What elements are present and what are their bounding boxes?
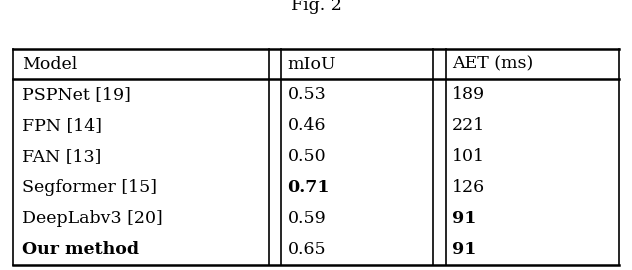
Text: AET (ms): AET (ms) (452, 56, 533, 73)
Text: 0.53: 0.53 (288, 86, 326, 103)
Text: 189: 189 (452, 86, 485, 103)
Text: 221: 221 (452, 117, 485, 134)
Text: mIoU: mIoU (288, 56, 336, 73)
Text: 0.50: 0.50 (288, 148, 326, 165)
Text: 101: 101 (452, 148, 485, 165)
Text: 0.65: 0.65 (288, 241, 326, 258)
Text: PSPNet [19]: PSPNet [19] (22, 86, 131, 103)
Text: 126: 126 (452, 179, 485, 196)
Text: DeepLabv3 [20]: DeepLabv3 [20] (22, 210, 163, 227)
Text: Model: Model (22, 56, 77, 73)
Text: FPN [14]: FPN [14] (22, 117, 102, 134)
Text: 0.46: 0.46 (288, 117, 326, 134)
Text: 0.59: 0.59 (288, 210, 326, 227)
Text: Our method: Our method (22, 241, 139, 258)
Text: 91: 91 (452, 241, 477, 258)
Text: 91: 91 (452, 210, 477, 227)
Text: 0.71: 0.71 (288, 179, 330, 196)
Text: FAN [13]: FAN [13] (22, 148, 102, 165)
Text: Fig. 2: Fig. 2 (291, 0, 341, 14)
Text: Segformer [15]: Segformer [15] (22, 179, 157, 196)
